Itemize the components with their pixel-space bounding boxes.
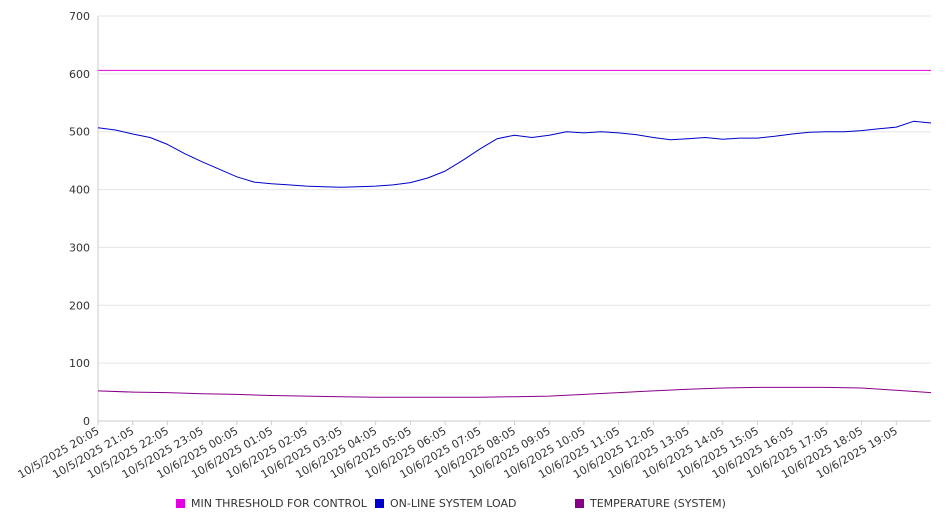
y-tick-label: 600: [69, 68, 90, 81]
legend: MIN THRESHOLD FOR CONTROL ON-LINE SYSTEM …: [0, 497, 946, 515]
legend-item[interactable]: ON-LINE SYSTEM LOAD: [375, 497, 516, 510]
legend-label: TEMPERATURE (SYSTEM): [590, 497, 726, 510]
legend-label: MIN THRESHOLD FOR CONTROL: [191, 497, 367, 510]
y-tick-label: 500: [69, 126, 90, 139]
legend-item[interactable]: TEMPERATURE (SYSTEM): [575, 497, 726, 510]
series-line-temperature-system: [97, 386, 932, 398]
y-tick-label: 300: [69, 241, 90, 254]
legend-swatch: [375, 499, 384, 508]
y-tick-label: 0: [83, 415, 90, 428]
legend-label: ON-LINE SYSTEM LOAD: [390, 497, 517, 510]
y-tick-labels: 0 100 200 300 400 500 600 700: [69, 10, 90, 428]
legend-swatch: [575, 499, 584, 508]
y-tick-label: 700: [69, 10, 90, 23]
series-line-on-line-system-load: [97, 120, 932, 188]
y-tick-label: 200: [69, 299, 90, 312]
legend-item[interactable]: MIN THRESHOLD FOR CONTROL: [176, 497, 367, 510]
y-tick-label: 400: [69, 184, 90, 197]
grid-lines: [98, 15, 931, 422]
legend-swatch: [176, 499, 185, 508]
series-lines: [97, 69, 932, 398]
y-tick-label: 100: [69, 357, 90, 370]
axes: [97, 16, 931, 425]
